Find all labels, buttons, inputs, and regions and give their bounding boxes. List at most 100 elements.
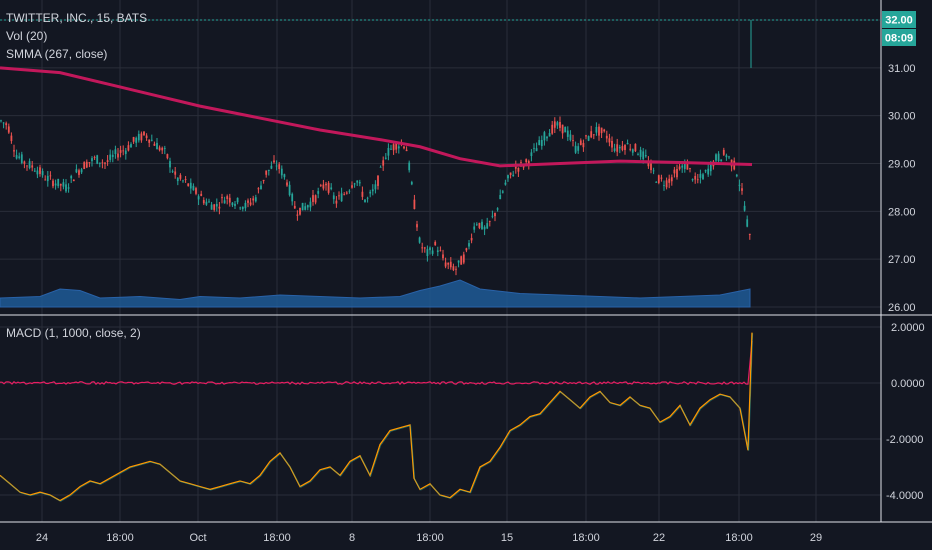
candle-body	[564, 126, 567, 133]
candle-body	[31, 165, 34, 168]
legend-macd[interactable]: MACD (1, 1000, close, 2)	[6, 326, 141, 340]
candle-body	[517, 167, 520, 172]
legend-symbol[interactable]: TWITTER, INC., 15, BATS	[6, 11, 147, 25]
candle-body	[226, 196, 229, 199]
candle-body	[286, 182, 288, 186]
candle-body	[457, 260, 460, 263]
macd-axis[interactable]: 2.0000 0.0000 -2.0000 -4.0000	[886, 322, 925, 502]
candle-body	[358, 182, 361, 184]
price-tick-label: 26.00	[888, 302, 916, 314]
legend-smma[interactable]: SMMA (267, close)	[6, 47, 107, 61]
candle-body	[657, 175, 660, 184]
time-tick-label: 18:00	[725, 532, 753, 544]
candle-body	[26, 165, 28, 167]
candle-body	[704, 170, 707, 172]
candle-body	[283, 174, 286, 178]
candle-body	[166, 154, 169, 159]
candle-body	[127, 145, 130, 151]
candle-body	[104, 162, 106, 164]
candle-body	[345, 192, 348, 194]
candle-body	[228, 197, 231, 203]
candle-body	[364, 199, 366, 203]
candle-body	[384, 157, 387, 159]
countdown-badge-value: 08:09	[885, 33, 913, 45]
price-tick-label: 28.00	[888, 206, 916, 218]
candle-body	[569, 134, 572, 141]
candle-body	[639, 149, 642, 157]
candle-body	[720, 159, 723, 162]
candle-body	[7, 126, 10, 133]
candle-body	[202, 200, 205, 204]
candle-body	[275, 165, 278, 167]
candle-body	[582, 142, 585, 148]
candle-body	[161, 147, 164, 151]
time-axis[interactable]: 24 18:00 Oct 18:00 8 18:00 15 18:00 22 18:00 29	[36, 532, 822, 544]
candle-body	[265, 170, 268, 175]
candle-body	[72, 179, 75, 182]
candle-body	[590, 131, 593, 138]
candle-body	[395, 142, 398, 150]
candle-body	[158, 147, 161, 151]
candle-body	[5, 123, 8, 126]
candle-body	[660, 177, 663, 179]
candle-body	[715, 154, 717, 161]
candle-body	[234, 203, 236, 206]
candle-body	[13, 150, 15, 152]
candle-body	[262, 179, 265, 182]
signal-line	[0, 340, 753, 386]
candle-body	[293, 205, 296, 209]
candle-body	[408, 162, 411, 171]
candle-body	[249, 202, 252, 205]
time-tick-label: 8	[349, 532, 355, 544]
candle-body	[174, 171, 177, 175]
candle-body	[223, 200, 226, 204]
candle-body	[631, 149, 634, 153]
candle-body	[488, 220, 491, 222]
candle-body	[525, 159, 528, 163]
candle-body	[431, 250, 434, 254]
price-tick-label: 31.00	[888, 63, 916, 75]
candle-body	[231, 202, 234, 206]
candle-body	[291, 193, 294, 202]
candle-body	[0, 120, 2, 122]
candle-body	[195, 188, 197, 194]
candle-body	[366, 197, 369, 199]
candle-body	[273, 160, 275, 163]
candle-body	[452, 266, 455, 271]
candle-body	[306, 205, 309, 208]
candle-body	[483, 226, 486, 230]
candle-body	[96, 155, 99, 164]
time-tick-label: 18:00	[572, 532, 600, 544]
candle-body	[668, 178, 671, 183]
price-badge-value: 32.00	[885, 15, 913, 27]
candle-body	[247, 200, 249, 203]
candle-body	[260, 185, 262, 190]
candle-body	[665, 180, 668, 188]
candle-body	[598, 126, 600, 136]
candle-body	[509, 172, 512, 175]
candle-body	[717, 153, 720, 162]
candle-body	[20, 154, 23, 163]
candle-body	[52, 180, 54, 187]
candle-body	[468, 243, 470, 247]
candle-body	[49, 175, 52, 177]
candle-body	[114, 149, 117, 155]
price-candles	[0, 20, 752, 276]
candle-body	[361, 191, 364, 197]
candle-body	[613, 148, 616, 151]
candle-body	[741, 188, 743, 191]
candle-body	[678, 166, 681, 170]
candle-body	[642, 151, 645, 160]
legend-vol[interactable]: Vol (20)	[6, 29, 47, 43]
candle-body	[418, 237, 421, 243]
candle-body	[239, 207, 242, 209]
candle-body	[192, 185, 195, 191]
candle-body	[374, 184, 377, 190]
time-tick-label: 29	[810, 532, 822, 544]
price-axis[interactable]: 31.00 30.00 29.00 28.00 27.00 26.00	[888, 63, 916, 314]
candle-body	[119, 150, 122, 153]
candle-body	[546, 136, 548, 139]
candle-body	[106, 160, 109, 162]
candle-body	[210, 204, 213, 210]
